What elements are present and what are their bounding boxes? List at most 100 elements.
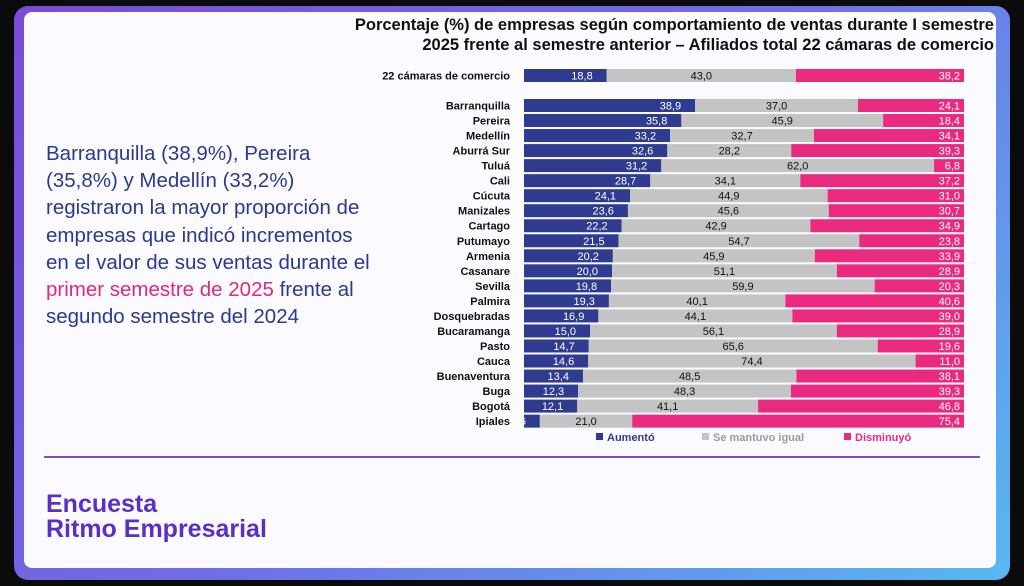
bar-disminuyo-barranquilla	[857, 99, 964, 112]
value-label-aumento-palmira: 19,3	[573, 296, 594, 308]
bar-aumento-ipiales	[524, 414, 540, 428]
value-label-disminuyo-buenaventura: 38,1	[939, 371, 960, 383]
value-label-disminuyo-barranquilla: 24,1	[939, 101, 960, 113]
bar-disminuyo-putumayo	[859, 234, 964, 248]
bar-disminuyo-cali	[800, 174, 964, 188]
bar-igual-tulua	[661, 159, 935, 173]
bar-aumento-aburra-sur	[524, 144, 668, 158]
value-label-disminuyo-sevilla: 20,3	[939, 281, 960, 293]
category-label-aburra-sur: Aburrá Sur	[453, 146, 511, 158]
bar-igual-buga	[578, 384, 791, 398]
bar-disminuyo-cucuta	[827, 189, 964, 203]
value-label-disminuyo-putumayo: 23,8	[939, 236, 960, 248]
category-label-cauca: Cauca	[477, 356, 511, 368]
bar-igual-dosquebradas	[598, 309, 793, 323]
bar-aumento-cartago	[524, 219, 622, 233]
category-label-putumayo: Putumayo	[457, 236, 510, 248]
bar-aumento-bucaramanga	[524, 324, 590, 338]
bar-aumento-tulua	[524, 159, 662, 173]
value-label-igual-putumayo: 54,7	[728, 236, 749, 248]
value-label-igual-cauca: 74,4	[741, 356, 762, 368]
value-label-igual-pasto: 65,6	[722, 341, 743, 353]
value-label-igual-casanare: 51,1	[714, 266, 735, 278]
bar-aumento-buga	[524, 384, 579, 398]
bar-igual-cartago	[621, 219, 811, 233]
bar-igual-aburra-sur	[667, 144, 792, 158]
value-label-aumento-putumayo: 21,5	[583, 236, 604, 248]
category-label-dosquebradas: Dosquebradas	[434, 311, 510, 323]
bar-disminuyo-medellin	[813, 129, 964, 143]
value-label-aumento-ipiales: 3,6	[511, 416, 526, 428]
bar-aumento-casanare	[524, 264, 612, 278]
bar-disminuyo-aburra-sur	[791, 144, 964, 158]
value-label-disminuyo-cartago: 34,9	[939, 221, 960, 233]
value-label-disminuyo-cucuta: 31,0	[939, 191, 960, 203]
value-label-aumento-cauca: 14,6	[553, 356, 574, 368]
value-label-aumento-manizales: 23,6	[593, 206, 614, 218]
value-label-disminuyo-bucaramanga: 28,9	[939, 326, 960, 338]
category-label-pasto: Pasto	[480, 341, 510, 353]
bar-aumento-manizales	[524, 204, 628, 218]
value-label-igual-cucuta: 44,9	[718, 191, 739, 203]
bar-igual-cali	[650, 174, 801, 188]
value-label-aumento-bogota: 12,1	[542, 401, 563, 413]
bar-aumento-medellin	[524, 129, 671, 143]
bar-aumento-cauca	[524, 354, 589, 368]
category-label-cucuta: Cúcuta	[473, 191, 511, 203]
value-label-disminuyo-cauca: 11,0	[939, 356, 960, 368]
value-label-igual-dosquebradas: 44,1	[685, 311, 706, 323]
bar-disminuyo-cauca	[915, 354, 964, 368]
bar-aumento-buenaventura	[524, 369, 583, 383]
category-label-tulua: Tuluá	[481, 161, 510, 173]
bar-disminuyo-ipiales	[632, 414, 964, 428]
bar-aumento-bogota	[524, 399, 578, 413]
bar-aumento-total	[524, 69, 607, 82]
bar-aumento-pasto	[524, 339, 589, 353]
value-label-igual-palmira: 40,1	[686, 296, 707, 308]
value-label-disminuyo-ipiales: 75,4	[939, 416, 960, 428]
value-label-disminuyo-casanare: 28,9	[939, 266, 960, 278]
category-label-bucaramanga: Bucaramanga	[437, 326, 511, 338]
value-label-aumento-bucaramanga: 15,0	[555, 326, 576, 338]
value-label-igual-buga: 48,3	[674, 386, 695, 398]
bar-disminuyo-manizales	[828, 204, 964, 218]
value-label-igual-aburra-sur: 28,2	[719, 146, 740, 158]
brand-line-2: Ritmo Empresarial	[46, 515, 267, 543]
value-label-igual-medellin: 32,7	[731, 131, 752, 143]
legend-swatch-se-mantuvo-igual	[702, 433, 709, 440]
value-label-aumento-sevilla: 19,8	[576, 281, 597, 293]
value-label-disminuyo-armenia: 33,9	[939, 251, 960, 263]
bar-disminuyo-sevilla	[874, 279, 964, 293]
bar-igual-sevilla	[611, 279, 875, 293]
bar-aumento-palmira	[524, 294, 609, 308]
bar-disminuyo-armenia	[814, 249, 964, 263]
bar-aumento-pereira	[524, 114, 682, 128]
category-label-armenia: Armenia	[466, 251, 511, 263]
value-label-disminuyo-tulua: 6,8	[945, 161, 960, 173]
brand-logo: Encuesta Ritmo Empresarial	[46, 492, 267, 542]
value-label-aumento-buga: 12,3	[543, 386, 564, 398]
bar-aumento-armenia	[524, 249, 613, 263]
bar-igual-manizales	[627, 204, 829, 218]
bar-aumento-cali	[524, 174, 651, 188]
slide: Porcentaje (%) de empresas según comport…	[24, 12, 996, 568]
bar-aumento-putumayo	[524, 234, 619, 248]
value-label-igual-cartago: 42,9	[705, 221, 726, 233]
legend-label-disminuyo: Disminuyó	[855, 432, 912, 444]
bar-igual-bogota	[577, 399, 759, 413]
category-label-pereira: Pereira	[473, 116, 511, 128]
chart-title-line-1: Porcentaje (%) de empresas según comport…	[354, 16, 994, 34]
category-label-manizales: Manizales	[458, 206, 510, 218]
category-label-palmira: Palmira	[470, 296, 511, 308]
category-label-cartago: Cartago	[468, 221, 510, 233]
bar-igual-medellin	[670, 129, 814, 143]
category-label-barranquilla: Barranquilla	[446, 101, 511, 113]
bar-aumento-barranquilla	[524, 99, 696, 112]
bar-disminuyo-buga	[790, 384, 964, 398]
value-label-igual-tulua: 62,0	[787, 161, 808, 173]
bar-disminuyo-palmira	[785, 294, 964, 308]
legend-label-aumento: Aumentó	[607, 432, 655, 444]
value-label-igual-cali: 34,1	[715, 176, 736, 188]
bar-disminuyo-casanare	[836, 264, 964, 278]
bar-disminuyo-cartago	[810, 219, 964, 233]
